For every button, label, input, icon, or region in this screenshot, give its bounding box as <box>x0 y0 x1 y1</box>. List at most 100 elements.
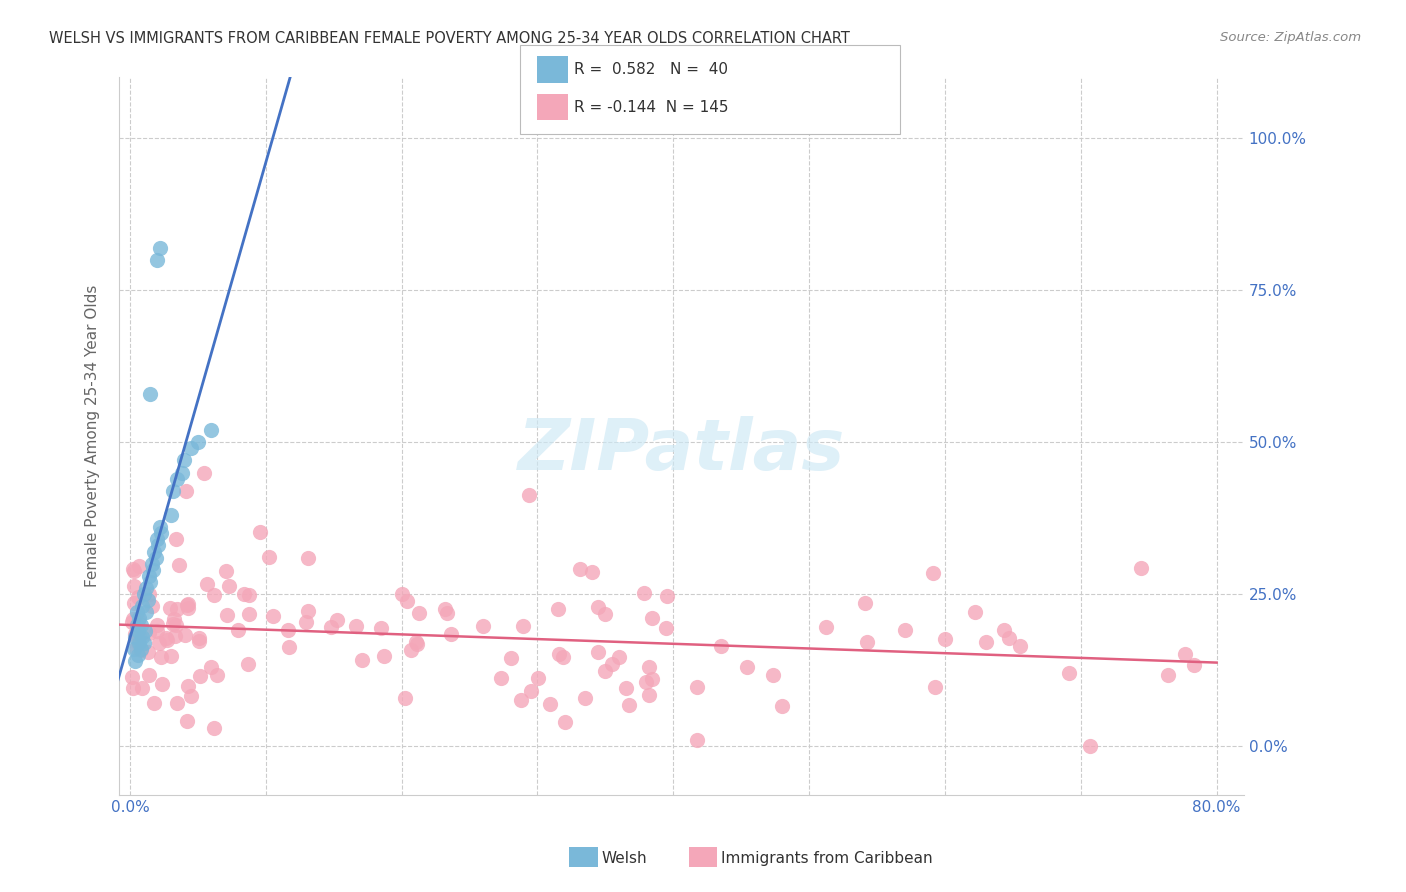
Point <box>638 660 661 674</box>
Point <box>517 488 540 502</box>
Point <box>370 621 392 635</box>
Point <box>735 660 758 674</box>
Point <box>166 532 188 546</box>
Point <box>122 562 145 576</box>
Point <box>617 698 640 712</box>
Point <box>202 721 225 735</box>
Point <box>122 612 145 626</box>
Point <box>238 607 260 621</box>
Point <box>637 688 659 702</box>
Point <box>149 520 172 534</box>
Point <box>893 624 915 638</box>
Point <box>127 613 149 627</box>
Text: Immigrants from Caribbean: Immigrants from Caribbean <box>721 851 934 865</box>
Point <box>125 605 148 619</box>
Point <box>510 693 533 707</box>
Point <box>143 544 166 558</box>
Point <box>127 591 149 605</box>
Point <box>155 631 177 645</box>
Point <box>121 615 143 629</box>
Point <box>574 691 596 706</box>
Point <box>641 672 664 686</box>
Point <box>232 586 254 600</box>
Point <box>976 635 998 649</box>
Point <box>170 466 193 480</box>
Point <box>373 648 395 663</box>
Point <box>633 586 655 600</box>
Point <box>934 632 956 646</box>
Point <box>499 651 522 665</box>
Point <box>124 630 146 644</box>
Point <box>319 620 342 634</box>
Point <box>200 423 222 437</box>
Point <box>128 611 150 625</box>
Point <box>138 668 160 682</box>
Point <box>176 598 198 612</box>
Point <box>396 593 419 607</box>
Point <box>128 558 150 573</box>
Point <box>399 643 422 657</box>
Point <box>122 579 145 593</box>
Text: WELSH VS IMMIGRANTS FROM CARIBBEAN FEMALE POVERTY AMONG 25-34 YEAR OLDS CORRELAT: WELSH VS IMMIGRANTS FROM CARIBBEAN FEMAL… <box>49 31 851 46</box>
Point <box>146 252 169 267</box>
Point <box>641 611 664 625</box>
Point <box>1174 647 1197 661</box>
Point <box>174 628 197 642</box>
Point <box>686 733 709 747</box>
Point <box>131 681 153 696</box>
Point <box>163 629 186 643</box>
Point <box>228 623 250 637</box>
Text: Source: ZipAtlas.com: Source: ZipAtlas.com <box>1220 31 1361 45</box>
Point <box>132 587 155 601</box>
Point <box>527 671 550 685</box>
Point <box>436 606 458 620</box>
Point <box>177 601 200 615</box>
Point <box>135 605 157 619</box>
Point <box>166 601 188 615</box>
Point <box>169 558 191 572</box>
Point <box>132 636 155 650</box>
Point <box>408 607 430 621</box>
Point <box>257 549 280 564</box>
Point <box>600 657 623 671</box>
Point <box>156 633 179 648</box>
Point <box>180 689 202 703</box>
Point <box>215 564 238 578</box>
Point <box>124 627 146 641</box>
Point <box>141 557 163 571</box>
Point <box>512 619 534 633</box>
Point <box>173 453 195 467</box>
Point <box>150 677 173 691</box>
Point <box>588 645 610 659</box>
Point <box>472 618 495 632</box>
Point <box>150 650 173 665</box>
Point <box>180 441 202 455</box>
Point <box>136 645 159 659</box>
Point <box>963 605 986 619</box>
Point <box>686 680 709 694</box>
Point <box>146 533 169 547</box>
Point <box>634 674 657 689</box>
Point <box>145 550 167 565</box>
Point <box>148 636 170 650</box>
Point <box>150 526 173 541</box>
Point <box>149 241 172 255</box>
Point <box>138 569 160 583</box>
Point <box>162 483 184 498</box>
Point <box>148 539 170 553</box>
Point <box>762 668 785 682</box>
Point <box>129 641 152 656</box>
Point <box>143 697 166 711</box>
Point <box>125 640 148 655</box>
Point <box>1129 561 1152 575</box>
Point <box>131 643 153 657</box>
Point <box>993 623 1015 637</box>
Point <box>135 581 157 595</box>
Point <box>277 640 299 654</box>
Point <box>187 435 209 450</box>
Point <box>127 636 149 650</box>
Point <box>924 680 946 694</box>
Point <box>202 588 225 602</box>
Point <box>162 617 184 632</box>
Point <box>710 639 733 653</box>
